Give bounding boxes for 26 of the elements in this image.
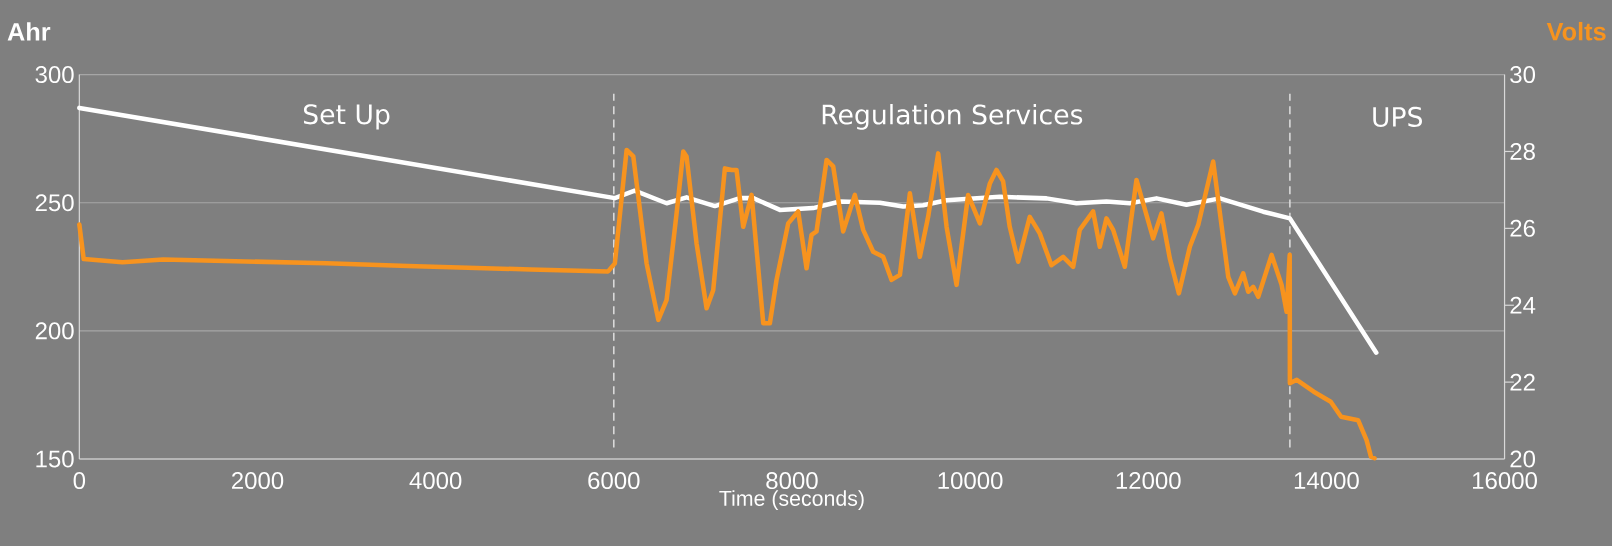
y2-tick-label: 24 (1510, 296, 1536, 314)
x-tick-label: 2000 (232, 472, 284, 490)
x-tick-label: 0 (73, 472, 86, 490)
x-tick-label: 8000 (766, 472, 818, 490)
x-tick-label: 10000 (938, 472, 1003, 490)
y-axis-title: Ahr (7, 22, 51, 41)
annotation: UPS (1373, 106, 1422, 127)
y2-tick-label: 26 (1510, 219, 1535, 237)
x-axis-title: Time (seconds) (719, 490, 864, 511)
y2-tick-label: 20 (1510, 450, 1536, 468)
y-tick-label: 300 (35, 66, 74, 84)
x-tick-label: 6000 (588, 472, 640, 490)
y2-tick-label: 22 (1510, 373, 1535, 391)
line-series (77, 147, 1377, 461)
x-tick-label: 14000 (1294, 472, 1359, 490)
annotation: Regulation Services (822, 103, 1083, 130)
y2-tick-label: 28 (1510, 142, 1535, 160)
annotation: Set Up (303, 104, 390, 130)
y-tick-label: 150 (36, 450, 74, 468)
x-tick-label: 16000 (1473, 472, 1537, 490)
x-tick-label: 4000 (409, 472, 462, 490)
y-tick-label: 250 (35, 194, 74, 212)
x-tick-label: 12000 (1116, 472, 1181, 490)
y2-tick-label: 30 (1510, 66, 1536, 84)
y-tick-label: 200 (35, 322, 74, 340)
y2-axis-title: Volts (1546, 21, 1606, 41)
